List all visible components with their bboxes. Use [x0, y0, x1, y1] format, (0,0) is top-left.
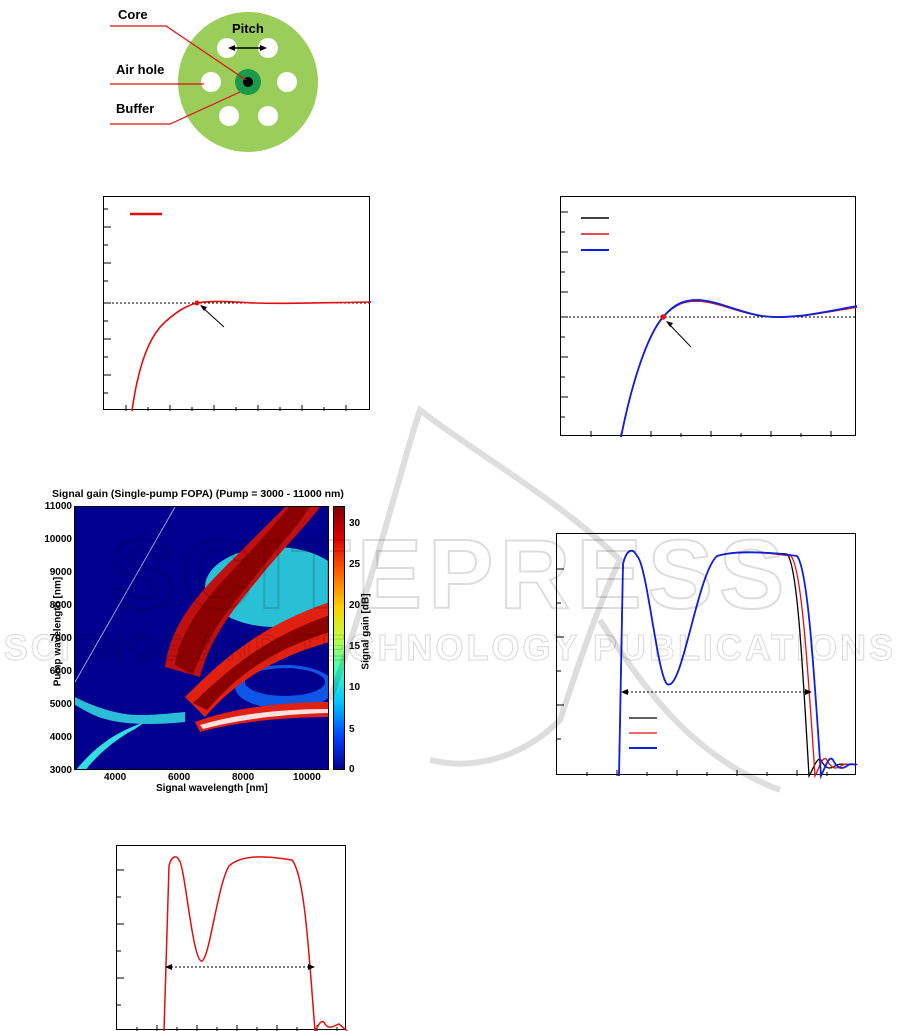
air-hole — [258, 38, 278, 58]
zero-crossing-point — [660, 314, 666, 320]
air-hole — [219, 106, 239, 126]
core-label: Core — [118, 7, 148, 22]
heatmap-y-tick: 9000 — [49, 567, 72, 578]
dispersion-chart-2 — [560, 196, 858, 438]
air-hole — [217, 38, 237, 58]
colorbar — [333, 506, 345, 770]
heatmap-y-tick: 6000 — [49, 666, 72, 677]
heatmap-y-tick: 5000 — [49, 699, 72, 710]
colorbar-tick: 25 — [349, 559, 361, 570]
heatmap-y-tick: 7000 — [49, 633, 72, 644]
colorbar-label: Signal gain [dB] — [360, 593, 372, 670]
heatmap-y-tick: 3000 — [49, 765, 72, 776]
heatmap-svg — [75, 507, 328, 769]
dispersion-chart-2-svg — [561, 211, 858, 438]
x-ticks — [590, 431, 832, 437]
dispersion-chart-1 — [103, 196, 372, 412]
x-ticks — [586, 770, 828, 776]
annotation-arrow — [667, 322, 692, 348]
heatmap-y-tick: 8000 — [49, 600, 72, 611]
air-hole-label: Air hole — [116, 62, 165, 77]
heatmap-y-tick: 4000 — [49, 732, 72, 743]
dispersion-chart-1-svg — [104, 208, 372, 412]
buffer-label: Buffer — [116, 101, 155, 116]
colorbar-tick: 30 — [349, 518, 361, 529]
zero-crossing-point — [194, 300, 200, 306]
series-line-black — [620, 300, 858, 438]
gain-chart-3-curves-svg — [557, 549, 858, 780]
gain-chart-single — [116, 845, 348, 1031]
heatmap-title: Signal gain (Single-pump FOPA) (Pump = 3… — [52, 488, 344, 500]
heatmap-y-label: Pump wavelength [nm] — [52, 576, 64, 687]
x-ticks — [136, 1025, 338, 1031]
y-ticks — [561, 211, 568, 418]
series-line — [163, 856, 348, 1031]
series-line-red — [620, 300, 858, 438]
y-ticks — [557, 568, 564, 740]
heatmap-x-tick: 6000 — [168, 772, 191, 783]
core-leader — [110, 25, 247, 81]
air-hole — [201, 72, 221, 92]
gain-chart-3-curves — [556, 533, 858, 780]
series-line — [131, 300, 372, 412]
series-line-blue — [618, 549, 858, 780]
buffer-leader — [110, 91, 241, 125]
colorbar-tick: 10 — [349, 682, 361, 693]
air-hole — [258, 106, 278, 126]
heatmap-plot — [74, 506, 329, 770]
heatmap-x-label: Signal wavelength [nm] — [156, 783, 268, 794]
y-ticks — [117, 869, 124, 1006]
air-hole — [277, 72, 297, 92]
colorbar-tick: 20 — [349, 600, 361, 611]
pitch-label: Pitch — [232, 21, 264, 36]
x-ticks — [125, 405, 347, 411]
colorbar-tick: 0 — [349, 764, 355, 775]
gain-chart-single-svg — [117, 856, 348, 1031]
annotation-arrow — [201, 306, 225, 328]
y-ticks — [104, 208, 111, 394]
heatmap-x-tick: 4000 — [104, 772, 127, 783]
colorbar-tick: 5 — [349, 724, 355, 735]
heatmap-figure: Signal gain (Single-pump FOPA) (Pump = 3… — [44, 486, 386, 798]
colorbar-tick: 15 — [349, 641, 361, 652]
series-line-blue — [620, 299, 858, 438]
heatmap-x-tick: 8000 — [232, 772, 255, 783]
heatmap-y-tick: 10000 — [44, 534, 72, 545]
heatmap-y-tick: 11000 — [44, 501, 72, 512]
fiber-diagram: Core Pitch Air hole Buffer — [100, 0, 340, 160]
fiber-diagram-svg — [110, 12, 318, 152]
heatmap-x-tick: 10000 — [293, 772, 321, 783]
